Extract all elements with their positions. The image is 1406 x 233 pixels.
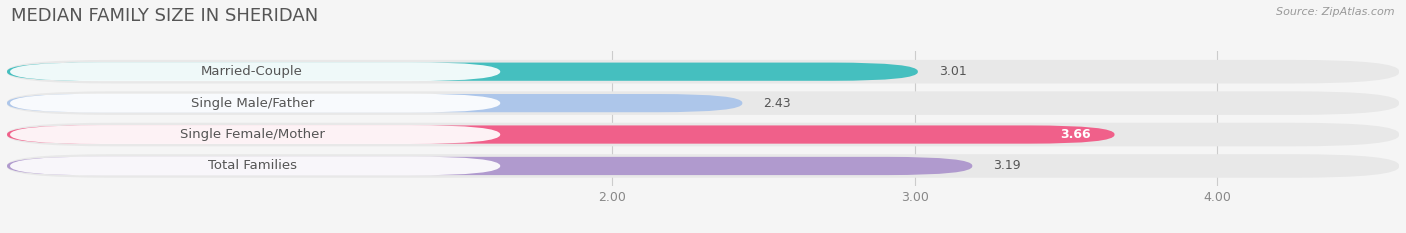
Text: Source: ZipAtlas.com: Source: ZipAtlas.com (1277, 7, 1395, 17)
Text: Married-Couple: Married-Couple (201, 65, 304, 78)
Text: 3.66: 3.66 (1060, 128, 1090, 141)
Text: 3.19: 3.19 (994, 159, 1021, 172)
Text: 2.43: 2.43 (763, 97, 792, 110)
Text: Total Families: Total Families (208, 159, 297, 172)
FancyBboxPatch shape (7, 63, 918, 81)
FancyBboxPatch shape (7, 91, 1399, 115)
Text: Single Female/Mother: Single Female/Mother (180, 128, 325, 141)
FancyBboxPatch shape (7, 125, 1115, 144)
FancyBboxPatch shape (10, 62, 501, 81)
Text: Single Male/Father: Single Male/Father (190, 97, 314, 110)
FancyBboxPatch shape (7, 94, 742, 112)
FancyBboxPatch shape (7, 154, 1399, 178)
Text: 3.01: 3.01 (939, 65, 967, 78)
FancyBboxPatch shape (10, 125, 501, 144)
FancyBboxPatch shape (7, 60, 1399, 83)
FancyBboxPatch shape (7, 157, 973, 175)
Text: MEDIAN FAMILY SIZE IN SHERIDAN: MEDIAN FAMILY SIZE IN SHERIDAN (11, 7, 319, 25)
FancyBboxPatch shape (10, 94, 501, 113)
FancyBboxPatch shape (10, 157, 501, 175)
FancyBboxPatch shape (7, 123, 1399, 146)
